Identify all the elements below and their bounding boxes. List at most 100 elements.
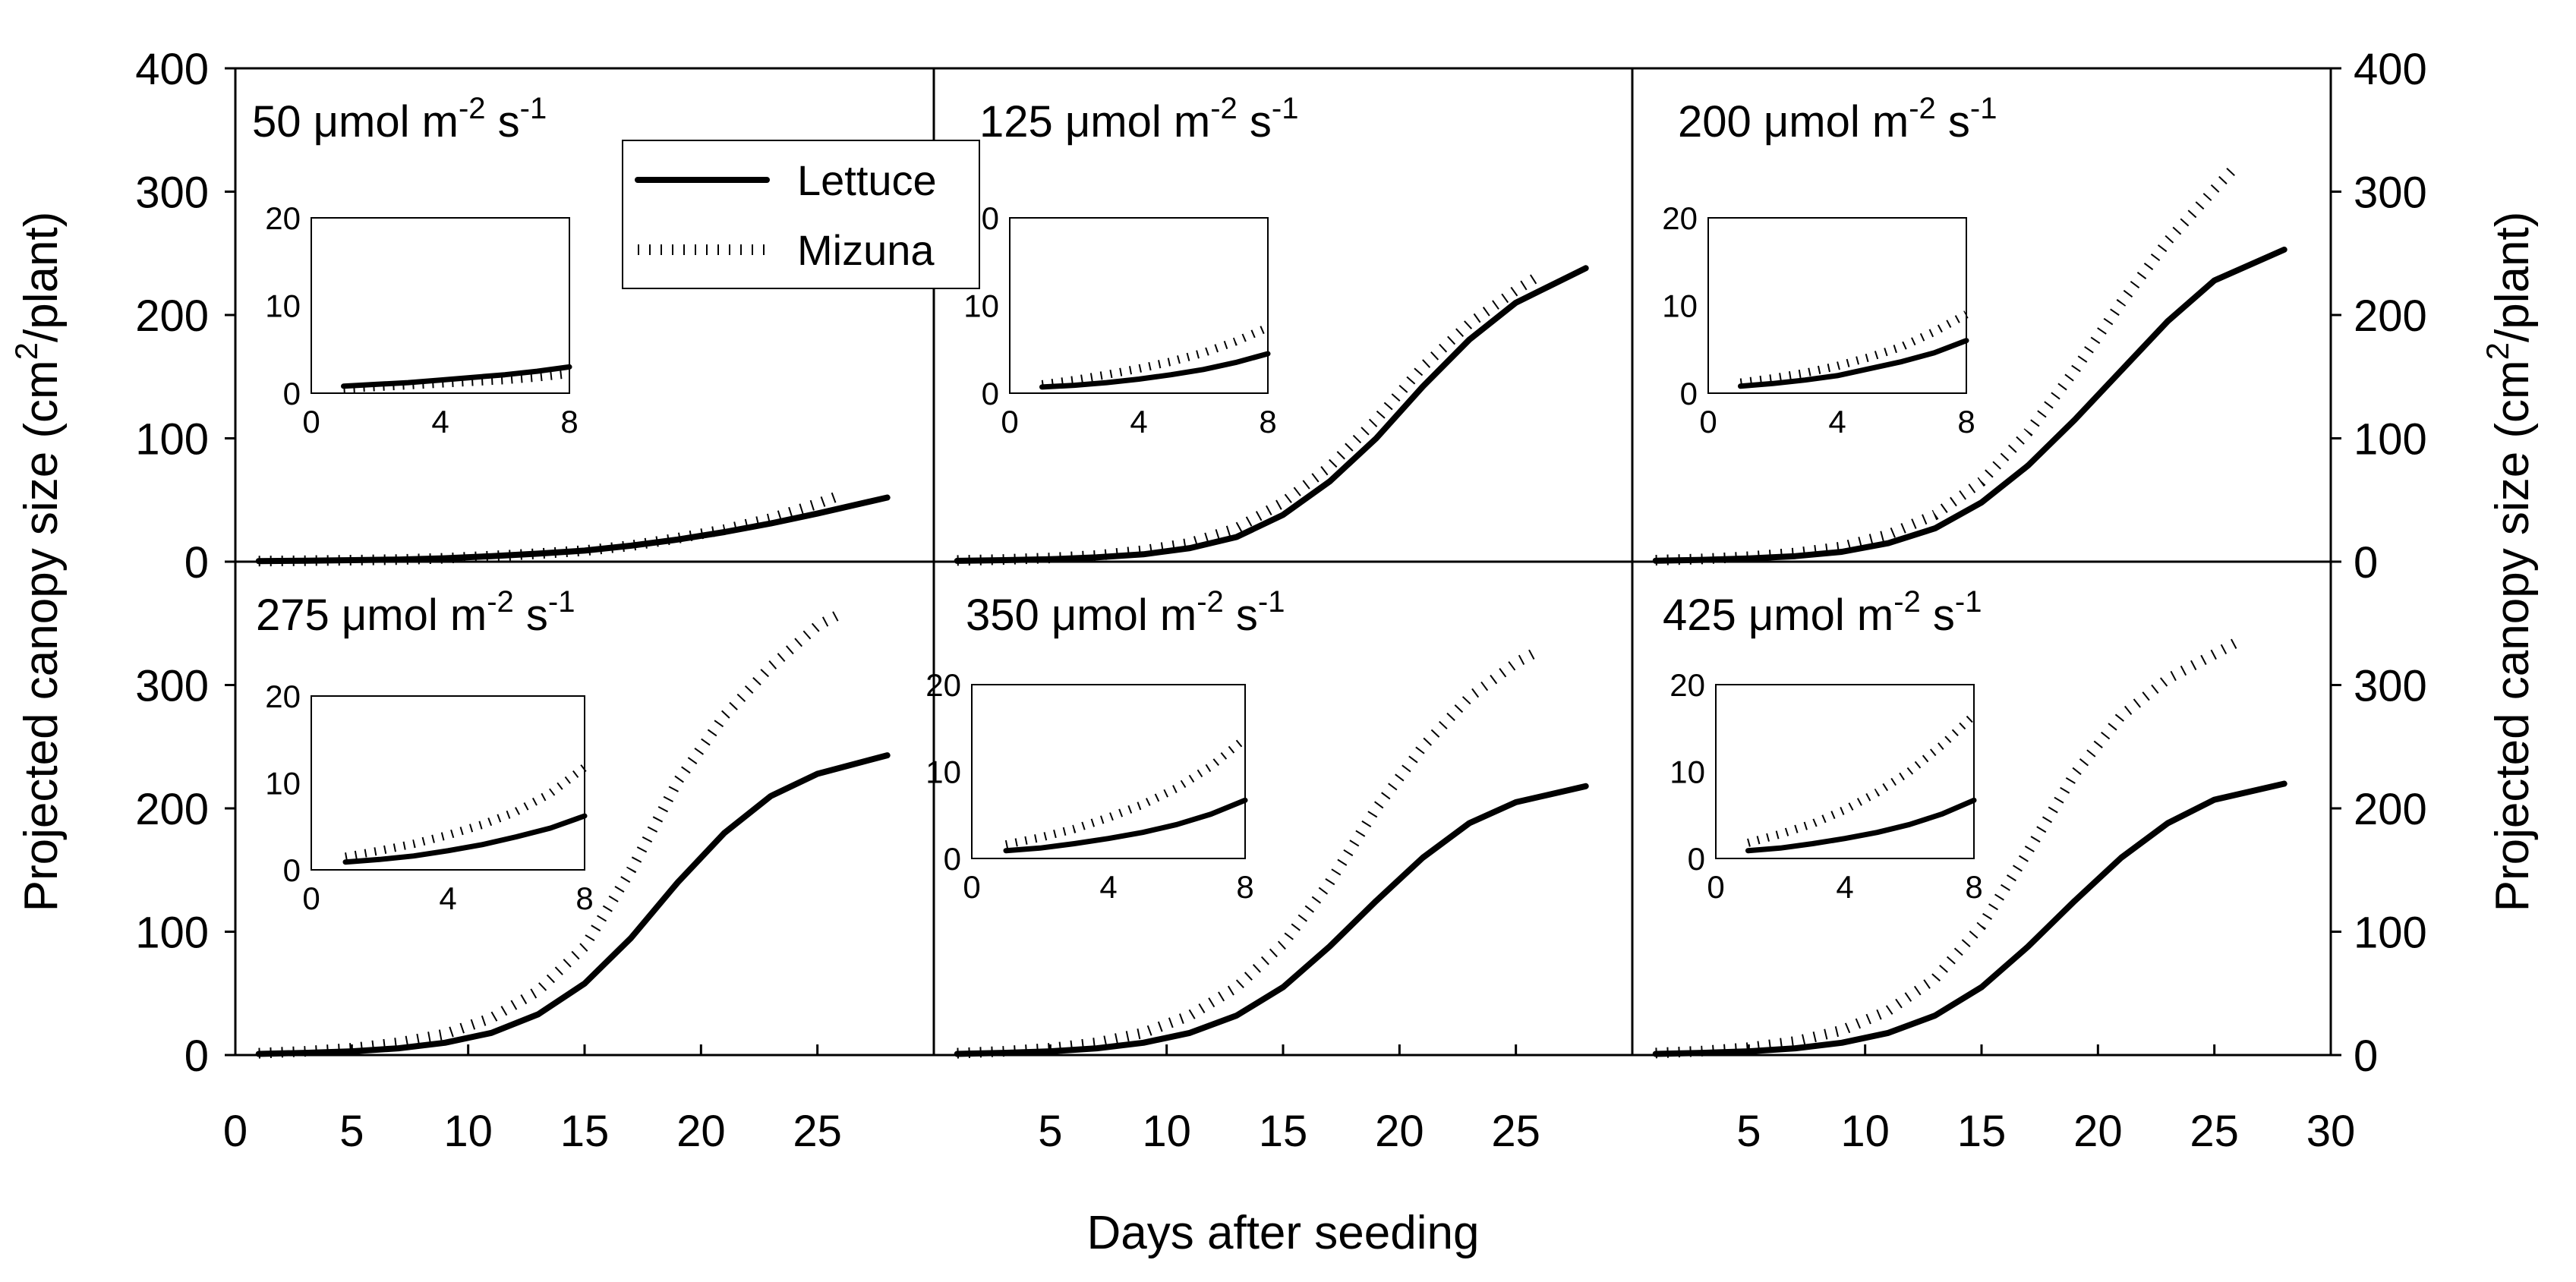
- panel-label: 350 μmol m-2 s-1: [966, 585, 1285, 640]
- inset-y-tick-label: 20: [265, 200, 301, 236]
- y-tick-label-left: 400: [135, 45, 209, 94]
- inset-plot: 0 4 8 0 10 20: [1662, 200, 1975, 439]
- inset-x-tick-label: 4: [1130, 404, 1147, 439]
- x-axis-title: Days after seeding: [1087, 1207, 1480, 1259]
- x-tick-label: 0: [223, 1107, 248, 1156]
- inset-series-mizuna-line: [1004, 735, 1248, 849]
- inset-y-tick-label: 10: [265, 766, 301, 802]
- inset-x-tick-label: 8: [1957, 404, 1975, 439]
- series-lettuce-line: [1652, 780, 2288, 1057]
- series-lettuce-line: [255, 494, 891, 565]
- inset-y-tick-label: 20: [1670, 667, 1705, 703]
- y-axis-title-left: Projected canopy size (cm2/plant): [8, 212, 68, 912]
- y-tick-label-left: 200: [135, 785, 209, 834]
- inset-x-tick-label: 4: [1828, 404, 1846, 439]
- series-mizuna-line: [1655, 637, 2240, 1059]
- panel-6: 425 μmol m-2 s-1 0 4 8 0 10 20: [1652, 585, 2288, 1059]
- x-tick-label: 15: [1957, 1107, 2007, 1156]
- y-tick-label-left: 100: [135, 909, 209, 958]
- y-tick-label-right: 100: [2354, 415, 2427, 465]
- inset-x-tick-label: 8: [560, 404, 578, 439]
- x-tick-label: 10: [1840, 1107, 1890, 1156]
- y-tick-label-left: 0: [184, 538, 209, 587]
- y-tick-label-left: 100: [135, 415, 209, 465]
- x-tick-label: 10: [1142, 1107, 1191, 1156]
- inset-x-tick-label: 8: [575, 880, 593, 916]
- x-tick-label: 30: [2306, 1107, 2356, 1156]
- panel-5: 350 μmol m-2 s-1 0 4 8 0 10 20: [925, 585, 1589, 1059]
- inset-x-tick-label: 0: [302, 404, 320, 439]
- inset-x-tick-label: 4: [1836, 869, 1853, 905]
- panel-4: 275 μmol m-2 s-1 0 4 8 0 10 20: [255, 585, 891, 1059]
- x-tick-label: 25: [793, 1107, 842, 1156]
- inset-x-tick-label: 0: [1001, 404, 1018, 439]
- series-lettuce-line: [255, 752, 891, 1057]
- inset-x-tick-label: 4: [439, 880, 456, 916]
- panel-label: 275 μmol m-2 s-1: [256, 585, 575, 640]
- legend: Lettuce Mizuna: [622, 140, 980, 289]
- inset-y-tick-label: 10: [1670, 754, 1705, 790]
- inset-y-tick-label: 20: [1662, 200, 1698, 236]
- inset-series-mizuna-line: [345, 764, 588, 861]
- inset-frame: [1715, 684, 1975, 859]
- y-tick-label-right: 400: [2354, 45, 2427, 94]
- inset-series-lettuce-line: [341, 364, 572, 389]
- inset-x-tick-label: 8: [1259, 404, 1276, 439]
- inset-y-tick-label: 0: [283, 852, 301, 888]
- x-tick-label: 15: [560, 1107, 610, 1156]
- panel-label: 200 μmol m-2 s-1: [1678, 92, 1997, 146]
- inset-x-tick-label: 0: [302, 880, 320, 916]
- y-tick-label-right: 0: [2354, 1032, 2378, 1081]
- inset-series-lettuce-line: [1003, 797, 1248, 854]
- y-tick-label-right: 100: [2354, 909, 2427, 958]
- y-tick-label-left: 0: [184, 1032, 209, 1081]
- inset-series-lettuce-line: [342, 813, 588, 865]
- inset-y-tick-label: 0: [283, 376, 301, 411]
- y-axis-title-right: Projected canopy size (cm2/plant): [2480, 212, 2539, 912]
- panel-label: 125 μmol m-2 s-1: [979, 92, 1298, 146]
- panel-grid: 50 μmol m-2 s-1 0 4 8 0 10 20 125 μmol m-2 s-1 0…: [252, 92, 2288, 1059]
- y-tick-label-right: 300: [2354, 169, 2427, 218]
- panel-label: 425 μmol m-2 s-1: [1663, 585, 1982, 640]
- inset-y-tick-label: 20: [265, 679, 301, 714]
- legend-box: [622, 140, 980, 289]
- x-tick-label: 5: [339, 1107, 364, 1156]
- x-tick-label: 25: [2190, 1107, 2239, 1156]
- y-tick-label-right: 0: [2354, 538, 2378, 587]
- x-tick-label: 25: [1491, 1107, 1540, 1156]
- x-tick-label: 10: [443, 1107, 493, 1156]
- x-tick-label: 20: [676, 1107, 726, 1156]
- inset-y-tick-label: 0: [1688, 841, 1705, 877]
- panel-3: 200 μmol m-2 s-1 0 4 8 0 10 20: [1652, 92, 2288, 565]
- x-tick-label: 20: [2073, 1107, 2123, 1156]
- series-lettuce-line: [954, 265, 1589, 564]
- inset-series-lettuce-line: [1738, 338, 1969, 389]
- inset-x-tick-label: 0: [1699, 404, 1717, 439]
- series-lettuce-line: [954, 783, 1589, 1057]
- inset-x-tick-label: 8: [1965, 869, 1982, 905]
- inset-y-tick-label: 20: [925, 667, 961, 703]
- x-tick-label: 15: [1259, 1107, 1308, 1156]
- inset-y-tick-label: 0: [1680, 376, 1698, 411]
- inset-x-tick-label: 4: [431, 404, 449, 439]
- inset-frame: [311, 695, 585, 871]
- inset-frame: [1009, 217, 1269, 394]
- legend-label: Lettuce: [797, 156, 937, 204]
- inset-y-tick-label: 10: [1662, 288, 1698, 324]
- y-tick-label-right: 300: [2354, 662, 2427, 711]
- shared-axes: Lettuce Mizuna 0 5 5 5 10 10 10 15 15 15 20 20 20 25 25 2…: [8, 45, 2539, 1259]
- inset-frame: [1707, 217, 1967, 394]
- y-tick-label-left: 300: [135, 662, 209, 711]
- inset-y-tick-label: 0: [944, 841, 961, 877]
- y-tick-label-right: 200: [2354, 785, 2427, 834]
- inset-frame: [311, 217, 570, 394]
- x-tick-label: 20: [1375, 1107, 1424, 1156]
- inset-y-tick-label: 0: [982, 376, 999, 411]
- panel-1: 50 μmol m-2 s-1 0 4 8 0 10 20: [252, 92, 891, 567]
- y-tick-label-right: 200: [2354, 291, 2427, 341]
